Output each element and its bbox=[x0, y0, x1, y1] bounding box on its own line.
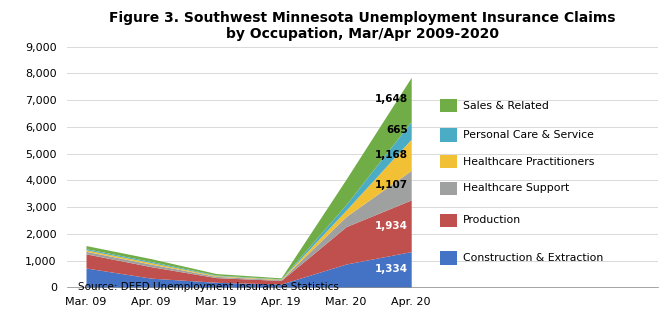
Text: Source: DEED Unemployment Insurance Statistics: Source: DEED Unemployment Insurance Stat… bbox=[78, 282, 339, 292]
Text: 1,168: 1,168 bbox=[375, 150, 408, 160]
Text: 665: 665 bbox=[386, 125, 408, 135]
Text: Construction & Extraction: Construction & Extraction bbox=[464, 253, 603, 263]
Text: 1,934: 1,934 bbox=[375, 221, 408, 231]
Text: 1,334: 1,334 bbox=[375, 265, 408, 275]
Text: Healthcare Practitioners: Healthcare Practitioners bbox=[464, 157, 595, 167]
Text: Production: Production bbox=[464, 215, 521, 225]
Text: 1,107: 1,107 bbox=[375, 180, 408, 190]
Title: Figure 3. Southwest Minnesota Unemployment Insurance Claims
by Occupation, Mar/A: Figure 3. Southwest Minnesota Unemployme… bbox=[109, 11, 616, 41]
Text: Personal Care & Service: Personal Care & Service bbox=[464, 130, 594, 140]
Text: 1,648: 1,648 bbox=[375, 94, 408, 104]
Text: Sales & Related: Sales & Related bbox=[464, 101, 549, 111]
Text: Healthcare Support: Healthcare Support bbox=[464, 183, 569, 193]
